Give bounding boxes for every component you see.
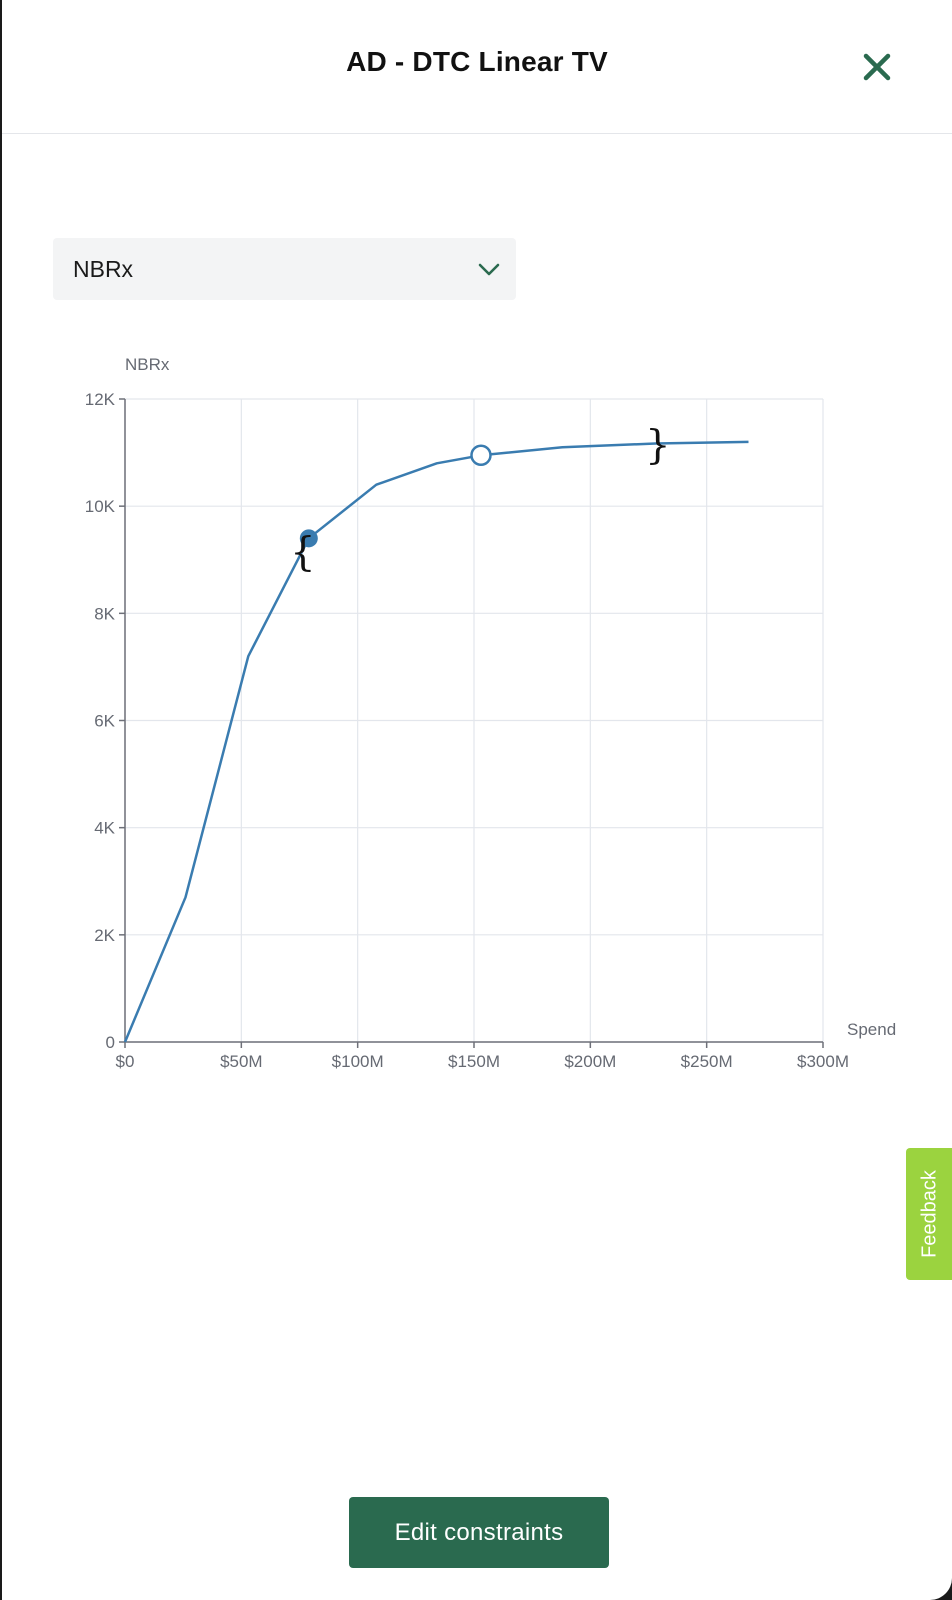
y-tick-label: 4K xyxy=(94,819,115,838)
x-tick-label: $300M xyxy=(797,1052,849,1071)
modal-header: AD - DTC Linear TV xyxy=(2,0,952,134)
response-curve-chart: NBRx Spend 0 2K 4K 6K 8K 10K 12K $0 $50M $100M $15… xyxy=(85,355,896,1071)
feedback-label: Feedback xyxy=(918,1170,941,1258)
response-curve-line xyxy=(123,440,749,1043)
y-tick-label: 2K xyxy=(94,926,115,945)
modal-title: AD - DTC Linear TV xyxy=(346,46,608,77)
x-tick-label: $0 xyxy=(116,1052,135,1071)
close-x-icon xyxy=(863,53,891,81)
y-axis-label: NBRx xyxy=(125,355,170,374)
close-button[interactable] xyxy=(858,48,896,86)
constraint-lower-bracket: { xyxy=(290,530,315,576)
chevron-down-icon xyxy=(478,263,500,276)
x-tick-label: $50M xyxy=(220,1052,263,1071)
y-tick-label: 0 xyxy=(106,1033,115,1052)
y-tick-label: 8K xyxy=(94,604,115,623)
x-tick-label: $100M xyxy=(332,1052,384,1071)
x-tick-label: $250M xyxy=(681,1052,733,1071)
edit-constraints-button[interactable]: Edit constraints xyxy=(349,1497,609,1568)
feedback-tab[interactable]: Feedback xyxy=(906,1148,952,1280)
metric-select[interactable]: NBRx xyxy=(53,238,516,300)
y-tick-label: 12K xyxy=(85,390,116,409)
x-axis-label: Spend xyxy=(847,1020,896,1039)
y-tick-label: 10K xyxy=(85,497,116,516)
metric-select-value: NBRx xyxy=(73,256,134,282)
constraint-upper-bracket: } xyxy=(645,423,670,469)
optimal-spend-marker xyxy=(470,444,492,467)
current-spend-marker xyxy=(299,529,318,548)
x-tick-label: $150M xyxy=(448,1052,500,1071)
y-tick-label: 6K xyxy=(94,712,115,731)
x-tick-label: $200M xyxy=(564,1052,616,1071)
